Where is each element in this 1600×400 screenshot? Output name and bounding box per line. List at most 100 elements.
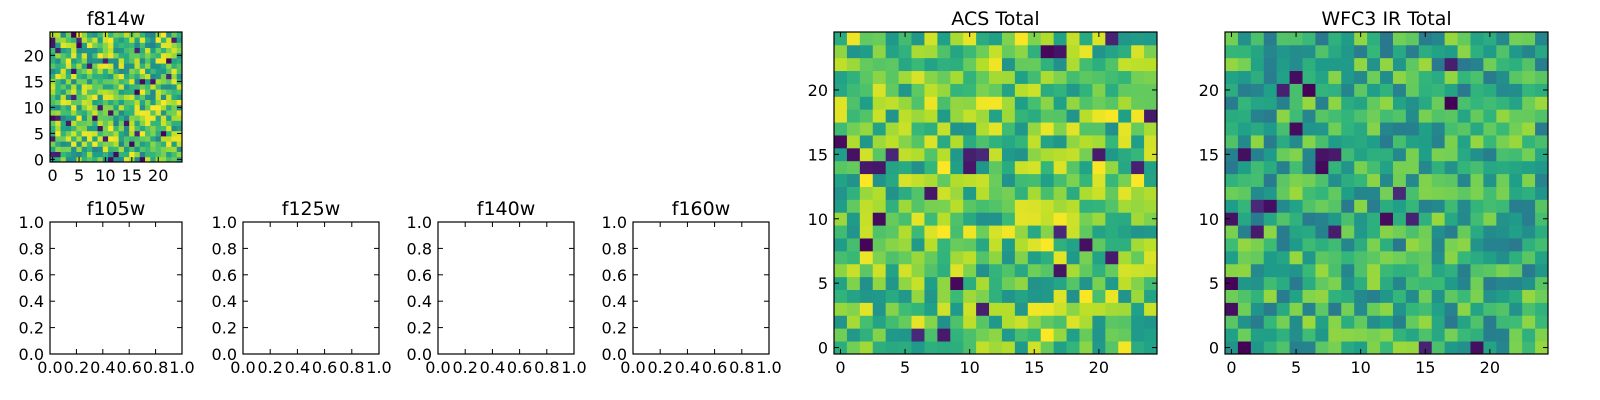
heatmap-cell <box>1380 212 1394 226</box>
heatmap-cell <box>1276 225 1290 239</box>
heatmap-cell <box>1367 83 1381 97</box>
heatmap-cell <box>129 151 135 158</box>
heatmap-cell <box>1118 32 1132 46</box>
heatmap-cell <box>129 58 135 64</box>
heatmap-cell <box>1014 96 1029 110</box>
heatmap-cell <box>129 141 135 147</box>
heatmap-cell <box>1066 263 1080 278</box>
heatmap-cell <box>1066 122 1080 136</box>
heatmap-cell <box>1237 70 1252 84</box>
heatmap-cell <box>1367 199 1381 213</box>
heatmap-cell <box>150 156 156 163</box>
heatmap-cell <box>1053 83 1067 97</box>
heatmap-cell <box>118 52 125 59</box>
heatmap-cell <box>1263 199 1278 213</box>
heatmap-cell <box>1263 212 1278 226</box>
heatmap-cell <box>1092 238 1106 252</box>
heatmap-cell <box>81 52 88 59</box>
heatmap-cell <box>1483 83 1497 97</box>
heatmap-cell <box>1302 109 1316 123</box>
heatmap-cell <box>155 130 162 137</box>
heatmap-cell <box>166 110 172 116</box>
heatmap-cell <box>1328 83 1342 97</box>
heatmap-cell <box>1250 238 1265 252</box>
heatmap-cell <box>1289 173 1303 187</box>
heatmap-cell <box>1027 199 1042 213</box>
heatmap-cell <box>1250 96 1265 110</box>
heatmap-cell <box>1418 44 1433 59</box>
heatmap-cell <box>1315 263 1329 278</box>
heatmap-cell <box>1496 44 1510 59</box>
y-tick-label: 1.0 <box>602 213 627 232</box>
heatmap-cell <box>1380 276 1394 290</box>
heatmap-cell <box>108 151 114 158</box>
heatmap-cell <box>1483 96 1497 110</box>
heatmap-cell <box>846 96 861 110</box>
heatmap-cell <box>846 135 861 149</box>
heatmap-cell <box>81 130 88 137</box>
heatmap-cell <box>1079 328 1093 342</box>
heatmap-cell <box>1263 57 1278 72</box>
heatmap-cell <box>1522 83 1536 97</box>
heatmap-cell <box>1522 135 1536 149</box>
y-tick-label: 20 <box>1199 81 1219 100</box>
heatmap-cell <box>1225 276 1239 290</box>
heatmap-cell <box>1053 122 1067 136</box>
heatmap-cell <box>1105 135 1119 149</box>
heatmap-cell <box>1457 276 1471 290</box>
heatmap-cell <box>1066 32 1080 46</box>
heatmap-cell <box>859 225 874 239</box>
heatmap-cell <box>1001 341 1016 355</box>
heatmap-cell <box>950 238 964 252</box>
heatmap-cell <box>859 328 874 342</box>
heatmap-cell <box>1405 289 1420 303</box>
heatmap-cell <box>859 96 874 110</box>
heatmap-cell <box>50 99 56 106</box>
y-tick-label: 0 <box>1209 339 1219 358</box>
heatmap-cell <box>55 130 61 137</box>
heatmap-cell <box>1457 250 1471 265</box>
heatmap-cell <box>1066 225 1080 239</box>
heatmap-cell <box>1001 263 1016 278</box>
heatmap-cell <box>71 89 77 95</box>
heatmap-cell <box>1444 225 1458 239</box>
heatmap-cell <box>1276 70 1290 84</box>
heatmap-cell <box>108 63 114 69</box>
heatmap-cell <box>176 84 183 90</box>
heatmap-cell <box>134 99 141 106</box>
heatmap-cell <box>1040 32 1055 46</box>
x-tick-label: 0 <box>48 166 58 185</box>
heatmap-cell <box>1509 341 1523 355</box>
heatmap-cell <box>924 225 938 239</box>
heatmap-cell <box>1367 225 1381 239</box>
heatmap-cell <box>1131 315 1145 329</box>
heatmap-cell <box>145 99 151 106</box>
heatmap-cell <box>1444 83 1458 97</box>
heatmap-cell <box>1341 70 1355 84</box>
heatmap-cell <box>924 315 938 329</box>
heatmap-cell <box>898 302 912 316</box>
heatmap-cell <box>834 147 848 162</box>
heatmap-cell <box>155 78 162 85</box>
heatmap-cell <box>1431 122 1446 136</box>
heatmap-cell <box>160 136 167 142</box>
heatmap-cell <box>1040 160 1055 175</box>
heatmap-cell <box>1380 83 1394 97</box>
heatmap-cell <box>898 276 912 290</box>
heatmap-cell <box>1289 250 1303 265</box>
heatmap-cell <box>1263 225 1278 239</box>
heatmap-cell <box>989 122 1003 136</box>
heatmap-cell <box>1014 263 1029 278</box>
heatmap-cell <box>1250 83 1265 97</box>
heatmap-cell <box>1367 250 1381 265</box>
heatmap-cell <box>1105 212 1119 226</box>
heatmap-cell <box>50 136 56 142</box>
heatmap-cell <box>1496 96 1510 110</box>
heatmap-cell <box>950 160 964 175</box>
heatmap-cell <box>1509 199 1523 213</box>
heatmap-cell <box>963 122 977 136</box>
heatmap-cell <box>160 130 167 137</box>
